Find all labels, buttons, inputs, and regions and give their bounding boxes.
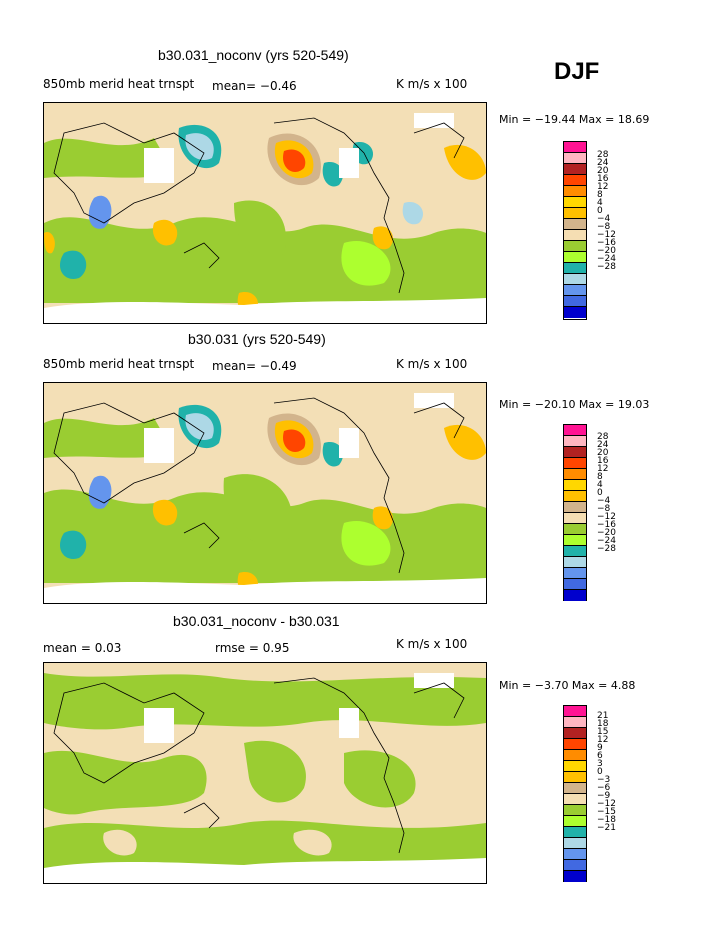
cb3-level-7: 0	[597, 767, 603, 777]
cb2-level-3: 16	[597, 456, 609, 466]
panel-1-colorbar	[563, 141, 587, 320]
panel-3-colorbar	[563, 705, 587, 882]
cb3-level-14: −21	[597, 823, 616, 833]
cb2-level-11: −16	[597, 520, 616, 530]
map-contours-2	[44, 383, 486, 603]
panel-3-title: b30.031_noconv - b30.031	[173, 613, 340, 629]
panel-1-title: b30.031_noconv (yrs 520-549)	[158, 47, 349, 63]
cb3-level-5: 6	[597, 751, 603, 761]
cb3-level-11: −12	[597, 799, 616, 809]
cb1-level-12: −20	[597, 246, 616, 256]
panel-2-units: K m/s x 100	[396, 357, 468, 371]
cb1-level-13: −24	[597, 254, 616, 264]
panel-3-minmax: Min = −3.70 Max = 4.88	[499, 679, 636, 692]
map-contours-3	[44, 663, 486, 883]
cb2-level-2: 20	[597, 448, 609, 458]
panel-3-rmse: rmse = 0.95	[215, 641, 290, 655]
cb1-level-1: 24	[597, 158, 609, 168]
panel-2-minmax: Min = −20.10 Max = 19.03	[499, 398, 650, 411]
cb2-level-0: 28	[597, 432, 609, 442]
panel-1-mean: mean= −0.46	[212, 79, 297, 93]
season-label: DJF	[554, 58, 600, 85]
panel-3-colorbar-labels: 21 18 15 12 9 6 3 0 −3 −6 −9 −12 −15 −18…	[597, 711, 616, 833]
cb2-level-9: −8	[597, 504, 611, 514]
cb2-level-4: 12	[597, 464, 609, 474]
panel-2-map	[43, 382, 487, 604]
cb1-level-5: 8	[597, 190, 603, 200]
cb2-level-10: −12	[597, 512, 616, 522]
panel-1-variable-label: 850mb merid heat trnspt	[43, 77, 195, 91]
panel-2-variable-label: 850mb merid heat trnspt	[43, 357, 195, 371]
cb1-level-0: 28	[597, 150, 609, 160]
cb1-level-2: 20	[597, 166, 609, 176]
panel-1-colorbar-labels: 28 24 20 16 12 8 4 0 −4 −8 −12 −16 −20 −…	[597, 150, 616, 272]
cb1-level-4: 12	[597, 182, 609, 192]
panel-2-colorbar	[563, 424, 587, 601]
cb1-level-11: −16	[597, 238, 616, 248]
cb1-level-14: −28	[597, 262, 616, 272]
cb3-level-2: 15	[597, 727, 609, 737]
cb3-level-10: −9	[597, 791, 611, 801]
cb3-level-8: −3	[597, 775, 611, 785]
cb1-level-10: −12	[597, 230, 616, 240]
cb2-level-14: −28	[597, 544, 616, 554]
cb3-level-4: 9	[597, 743, 603, 753]
cb3-level-6: 3	[597, 759, 603, 769]
cb3-level-3: 12	[597, 735, 609, 745]
cb2-level-13: −24	[597, 536, 616, 546]
cb2-level-6: 4	[597, 480, 603, 490]
cb1-level-7: 0	[597, 206, 603, 216]
cb3-level-0: 21	[597, 711, 609, 721]
cb1-level-3: 16	[597, 174, 609, 184]
panel-3-units: K m/s x 100	[396, 637, 468, 651]
cb3-level-12: −15	[597, 807, 616, 817]
cb1-level-8: −4	[597, 214, 611, 224]
map-contours-1	[44, 103, 486, 323]
panel-2-mean: mean= −0.49	[212, 359, 297, 373]
cb3-level-13: −18	[597, 815, 616, 825]
cb2-level-5: 8	[597, 472, 603, 482]
panel-1-units: K m/s x 100	[396, 77, 468, 91]
panel-2-title: b30.031 (yrs 520-549)	[188, 331, 326, 347]
panel-3-mean: mean = 0.03	[43, 641, 122, 655]
panel-3-map	[43, 662, 487, 884]
cb1-level-9: −8	[597, 222, 611, 232]
cb2-level-7: 0	[597, 488, 603, 498]
cb3-level-9: −6	[597, 783, 611, 793]
panel-1-minmax: Min = −19.44 Max = 18.69	[499, 113, 650, 126]
panel-2-colorbar-labels: 28 24 20 16 12 8 4 0 −4 −8 −12 −16 −20 −…	[597, 432, 616, 554]
panel-1-map	[43, 102, 487, 324]
cb3-level-1: 18	[597, 719, 609, 729]
cb2-level-8: −4	[597, 496, 611, 506]
cb2-level-1: 24	[597, 440, 609, 450]
cb1-level-6: 4	[597, 198, 603, 208]
cb2-level-12: −20	[597, 528, 616, 538]
